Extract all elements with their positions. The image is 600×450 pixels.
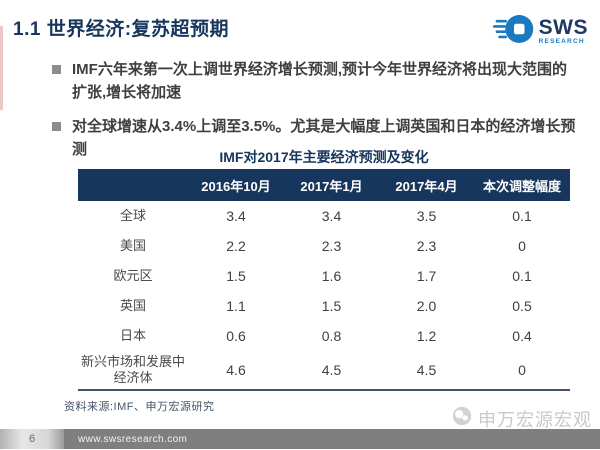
row-label: 新兴市场和发展中经济体 (78, 351, 188, 391)
column-header: 2017年1月 (284, 169, 379, 201)
row-label: 英国 (119, 298, 146, 314)
row-label: 欧元区 (113, 268, 153, 284)
footer-url: www.swsresearch.com (64, 429, 600, 449)
table-row: 全球 3.4 3.4 3.5 0.1 (78, 201, 570, 231)
table-header: 2016年10月 2017年1月 2017年4月 本次调整幅度 (78, 169, 570, 201)
cell-value: 0.1 (512, 268, 532, 284)
cell-value: 2.3 (416, 238, 437, 254)
watermark-text: 申万宏源宏观 (478, 409, 592, 430)
cell-value: 3.4 (321, 208, 342, 224)
wechat-account-icon (451, 405, 473, 432)
cell-value: 3.5 (416, 208, 437, 224)
column-header: 本次调整幅度 (474, 169, 570, 201)
cell-value: 1.7 (416, 268, 437, 284)
table-row: 新兴市场和发展中经济体 4.6 4.5 4.5 0 (78, 351, 570, 391)
footer-bar: 6 www.swsresearch.com (0, 429, 600, 449)
table-row: 日本 0.6 0.8 1.2 0.4 (78, 321, 570, 351)
page-number: 6 (0, 429, 64, 449)
logo-subtext: RESEARCH (538, 38, 585, 46)
row-label: 美国 (119, 238, 146, 254)
forecast-table: 2016年10月 2017年1月 2017年4月 本次调整幅度 全球 3.4 3.4 3.5… (78, 169, 570, 391)
sws-logo: SWS RESEARCH (492, 8, 588, 55)
cell-value: 1.2 (416, 328, 437, 344)
cell-value: 2.3 (321, 238, 342, 254)
bullet-square-icon (52, 121, 61, 131)
source-note: 资料来源:IMF、申万宏源研究 (64, 401, 215, 413)
cell-value: 0.4 (512, 328, 532, 344)
cell-value: 1.5 (226, 268, 246, 284)
cell-value: 4.5 (379, 351, 474, 391)
cell-value: 0.8 (321, 328, 342, 344)
cell-value: 0 (474, 351, 570, 391)
table-row: 欧元区 1.5 1.6 1.7 0.1 (78, 261, 570, 291)
cell-value: 0.5 (512, 298, 532, 314)
column-header: 2017年4月 (379, 169, 474, 201)
left-accent-bar (0, 26, 3, 110)
cell-value: 0.6 (226, 328, 246, 344)
table-body: 全球 3.4 3.4 3.5 0.1 美国 2.2 2.3 2.3 0 欧元区 1.5 1.6 1.7 0.… (78, 201, 570, 391)
sws-globe-icon (492, 8, 535, 55)
watermark: 申万宏源宏观 (451, 405, 592, 432)
bullet-item: IMF六年来第一次上调世界经济增长预测,预计今年世界经济将出现大范围的扩张,增长… (52, 58, 580, 105)
bullet-text: 对全球增速从3.4%上调至3.5%。尤其是大幅度上调英国和日本的经济增长预测 (72, 117, 576, 158)
table-row: 英国 1.1 1.5 2.0 0.5 (78, 291, 570, 321)
table-row: 美国 2.2 2.3 2.3 0 (78, 231, 570, 261)
column-header (78, 169, 188, 201)
cell-value: 4.5 (284, 351, 379, 391)
cell-value: 1.1 (226, 298, 246, 314)
row-label: 全球 (119, 208, 146, 224)
bullet-list: IMF六年来第一次上调世界经济增长预测,预计今年世界经济将出现大范围的扩张,增长… (52, 58, 580, 171)
bullet-item: 对全球增速从3.4%上调至3.5%。尤其是大幅度上调英国和日本的经济增长预测 (52, 115, 580, 162)
logo-text: SWS (538, 16, 588, 40)
cell-value: 0 (518, 238, 526, 254)
column-header: 2016年10月 (188, 169, 284, 201)
row-label: 日本 (119, 328, 146, 344)
bullet-square-icon (52, 65, 61, 74)
cell-value: 2.0 (416, 298, 437, 314)
cell-value: 1.6 (321, 268, 342, 284)
cell-value: 1.5 (321, 298, 342, 314)
table-title: IMF对2017年主要经济预测及变化 (219, 149, 429, 165)
cell-value: 2.2 (226, 238, 246, 254)
bullet-text: IMF六年来第一次上调世界经济增长预测,预计今年世界经济将出现大范围的扩张,增长… (72, 61, 567, 102)
cell-value: 0.1 (512, 208, 532, 224)
cell-value: 4.6 (188, 351, 284, 391)
cell-value: 3.4 (226, 208, 246, 224)
page-title: 1.1 世界经济:复苏超预期 (13, 19, 230, 40)
logo-wordmark: SWS RESEARCH (539, 17, 588, 46)
